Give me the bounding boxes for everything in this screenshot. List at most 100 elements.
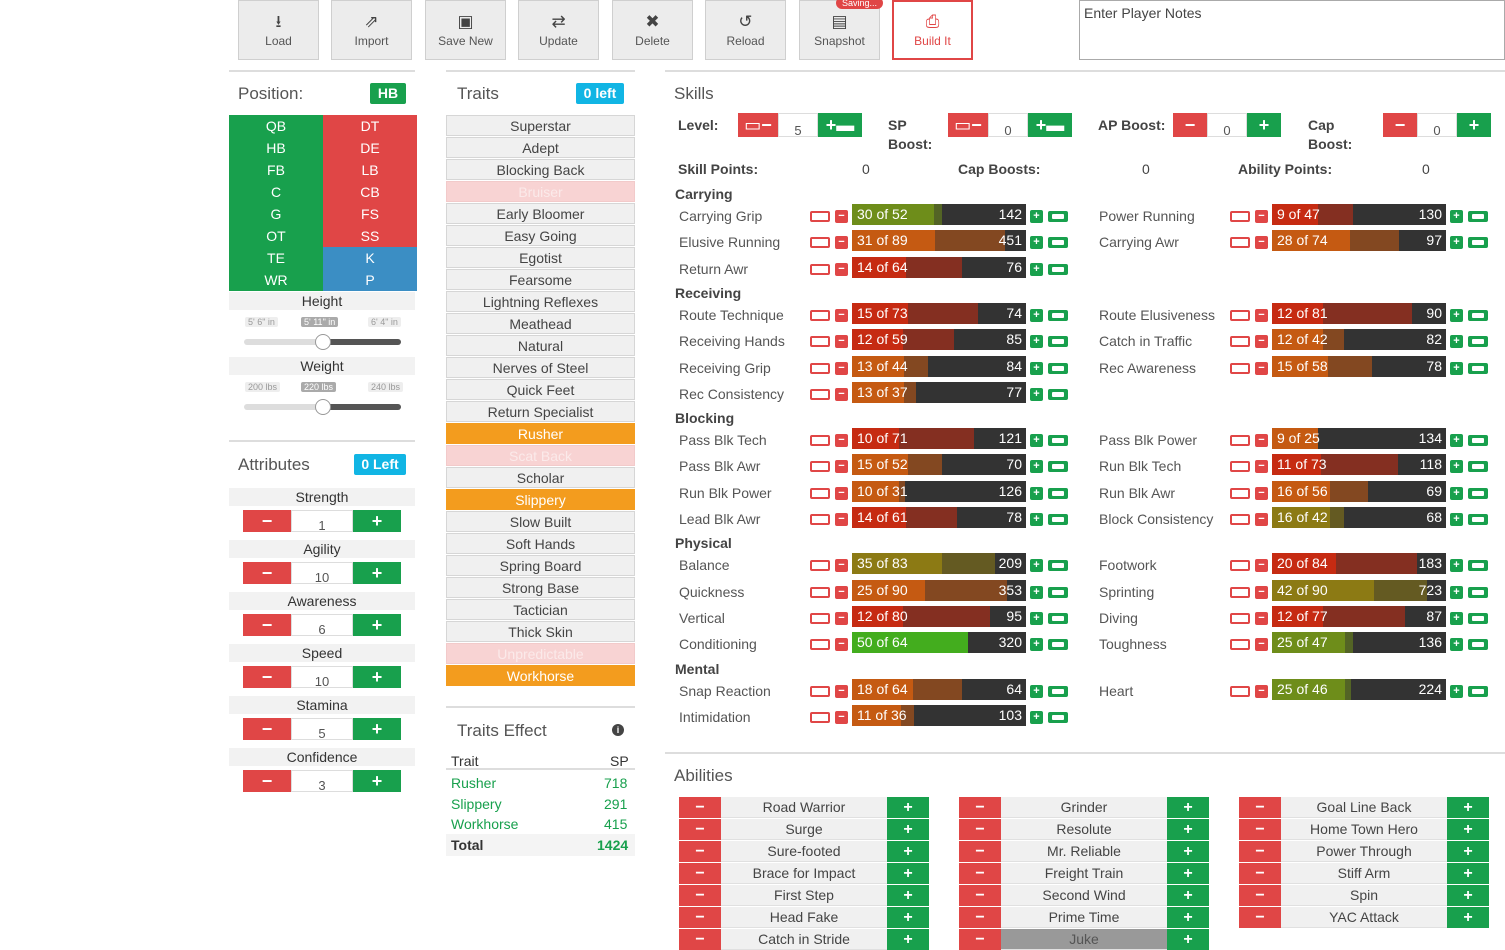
ability-remove-button[interactable]: − bbox=[679, 841, 721, 862]
skill-increase-button[interactable]: + bbox=[1450, 361, 1463, 375]
battery-full-icon[interactable] bbox=[1468, 435, 1488, 447]
battery-full-icon[interactable] bbox=[1468, 362, 1488, 374]
skill-increase-button[interactable]: + bbox=[1030, 262, 1043, 276]
sp-boost-decrease-button[interactable]: ▭− bbox=[948, 113, 988, 137]
battery-empty-icon[interactable] bbox=[810, 336, 830, 348]
attribute-increase-button[interactable]: + bbox=[353, 770, 401, 792]
battery-full-icon[interactable] bbox=[1048, 263, 1068, 275]
ability-add-button[interactable]: + bbox=[1447, 797, 1489, 818]
battery-full-icon[interactable] bbox=[1048, 461, 1068, 473]
attribute-increase-button[interactable]: + bbox=[353, 562, 401, 584]
battery-full-icon[interactable] bbox=[1468, 560, 1488, 572]
battery-empty-icon[interactable] bbox=[810, 639, 830, 651]
attribute-increase-button[interactable]: + bbox=[353, 666, 401, 688]
trait-fearsome[interactable]: Fearsome bbox=[446, 269, 635, 290]
height-tick[interactable]: 6' 4" in bbox=[368, 317, 401, 327]
ability-first-step[interactable]: First Step bbox=[721, 885, 887, 906]
battery-full-icon[interactable] bbox=[1048, 586, 1068, 598]
battery-empty-icon[interactable] bbox=[810, 586, 830, 598]
skill-decrease-button[interactable]: − bbox=[835, 335, 848, 349]
ability-remove-button[interactable]: − bbox=[1239, 819, 1281, 840]
skill-increase-button[interactable]: + bbox=[1450, 638, 1463, 652]
trait-thick-skin[interactable]: Thick Skin bbox=[446, 621, 635, 642]
skill-decrease-button[interactable]: − bbox=[835, 585, 848, 599]
trait-tactician[interactable]: Tactician bbox=[446, 599, 635, 620]
battery-full-icon[interactable] bbox=[1048, 336, 1068, 348]
cap-boost-decrease-button[interactable]: − bbox=[1383, 113, 1417, 137]
ability-add-button[interactable]: + bbox=[887, 797, 929, 818]
cap-boost-value[interactable]: 0 bbox=[1417, 113, 1457, 137]
skill-decrease-button[interactable]: − bbox=[1255, 335, 1268, 349]
attribute-decrease-button[interactable]: − bbox=[243, 718, 291, 740]
attribute-decrease-button[interactable]: − bbox=[243, 770, 291, 792]
skill-increase-button[interactable]: + bbox=[1030, 361, 1043, 375]
ability-add-button[interactable]: + bbox=[1167, 929, 1209, 950]
battery-full-icon[interactable] bbox=[1048, 362, 1068, 374]
weight-tick[interactable]: 240 lbs bbox=[368, 382, 404, 392]
position-de[interactable]: DE bbox=[323, 137, 417, 159]
skill-decrease-button[interactable]: − bbox=[835, 262, 848, 276]
skill-increase-button[interactable]: + bbox=[1030, 335, 1043, 349]
skill-increase-button[interactable]: + bbox=[1450, 486, 1463, 500]
ability-second-wind[interactable]: Second Wind bbox=[1001, 885, 1167, 906]
skill-decrease-button[interactable]: − bbox=[835, 361, 848, 375]
position-te[interactable]: TE bbox=[229, 247, 323, 269]
trait-soft-hands[interactable]: Soft Hands bbox=[446, 533, 635, 554]
ability-resolute[interactable]: Resolute bbox=[1001, 819, 1167, 840]
skill-increase-button[interactable]: + bbox=[1030, 486, 1043, 500]
cap-boost-increase-button[interactable]: + bbox=[1457, 113, 1491, 137]
height-tick[interactable]: 5' 11" in bbox=[301, 317, 339, 327]
battery-full-icon[interactable] bbox=[1048, 514, 1068, 525]
position-cb[interactable]: CB bbox=[323, 181, 417, 203]
ap-boost-decrease-button[interactable]: − bbox=[1173, 113, 1207, 137]
battery-empty-icon[interactable] bbox=[810, 237, 830, 249]
battery-empty-icon[interactable] bbox=[810, 612, 830, 624]
position-fb[interactable]: FB bbox=[229, 159, 323, 181]
skill-increase-button[interactable]: + bbox=[1450, 210, 1463, 223]
battery-full-icon[interactable] bbox=[1048, 487, 1068, 499]
trait-return-specialist[interactable]: Return Specialist bbox=[446, 401, 635, 422]
ability-sure-footed[interactable]: Sure-footed bbox=[721, 841, 887, 862]
weight-tick[interactable]: 200 lbs bbox=[245, 382, 281, 392]
ability-remove-button[interactable]: − bbox=[1239, 797, 1281, 818]
skill-decrease-button[interactable]: − bbox=[835, 611, 848, 625]
battery-empty-icon[interactable] bbox=[810, 309, 830, 321]
battery-full-icon[interactable] bbox=[1048, 612, 1068, 624]
skill-decrease-button[interactable]: − bbox=[1255, 486, 1268, 500]
trait-strong-base[interactable]: Strong Base bbox=[446, 577, 635, 598]
skill-decrease-button[interactable]: − bbox=[1255, 434, 1268, 448]
ability-surge[interactable]: Surge bbox=[721, 819, 887, 840]
battery-empty-icon[interactable] bbox=[810, 388, 830, 400]
height-knob[interactable] bbox=[314, 334, 331, 350]
ability-remove-button[interactable]: − bbox=[959, 929, 1001, 950]
load-button[interactable]: ⭳ Load bbox=[238, 0, 319, 60]
skill-increase-button[interactable]: + bbox=[1450, 460, 1463, 474]
trait-natural[interactable]: Natural bbox=[446, 335, 635, 356]
ability-add-button[interactable]: + bbox=[1167, 819, 1209, 840]
ability-remove-button[interactable]: − bbox=[679, 907, 721, 928]
attribute-value-agility[interactable]: 10 bbox=[291, 562, 353, 584]
attribute-decrease-button[interactable]: − bbox=[243, 562, 291, 584]
ability-remove-button[interactable]: − bbox=[959, 863, 1001, 884]
ap-boost-value[interactable]: 0 bbox=[1207, 113, 1247, 137]
position-hb[interactable]: HB bbox=[229, 137, 323, 159]
skill-decrease-button[interactable]: − bbox=[835, 460, 848, 474]
battery-full-icon[interactable] bbox=[1048, 560, 1068, 572]
weight-tick[interactable]: 220 lbs bbox=[301, 382, 337, 392]
trait-unpredictable[interactable]: Unpredictable bbox=[446, 643, 635, 664]
ability-remove-button[interactable]: − bbox=[959, 841, 1001, 862]
ability-spin[interactable]: Spin bbox=[1281, 885, 1447, 906]
battery-empty-icon[interactable] bbox=[1230, 435, 1250, 447]
trait-quick-feet[interactable]: Quick Feet bbox=[446, 379, 635, 400]
battery-empty-icon[interactable] bbox=[810, 711, 830, 723]
battery-full-icon[interactable] bbox=[1468, 685, 1488, 697]
ability-mr-reliable[interactable]: Mr. Reliable bbox=[1001, 841, 1167, 862]
attribute-value-stamina[interactable]: 5 bbox=[291, 718, 353, 740]
skill-decrease-button[interactable]: − bbox=[1255, 236, 1268, 250]
ability-remove-button[interactable]: − bbox=[1239, 907, 1281, 928]
battery-full-icon[interactable] bbox=[1048, 388, 1068, 400]
battery-empty-icon[interactable] bbox=[1230, 362, 1250, 374]
position-lb[interactable]: LB bbox=[323, 159, 417, 181]
ability-remove-button[interactable]: − bbox=[1239, 863, 1281, 884]
skill-decrease-button[interactable]: − bbox=[835, 638, 848, 652]
